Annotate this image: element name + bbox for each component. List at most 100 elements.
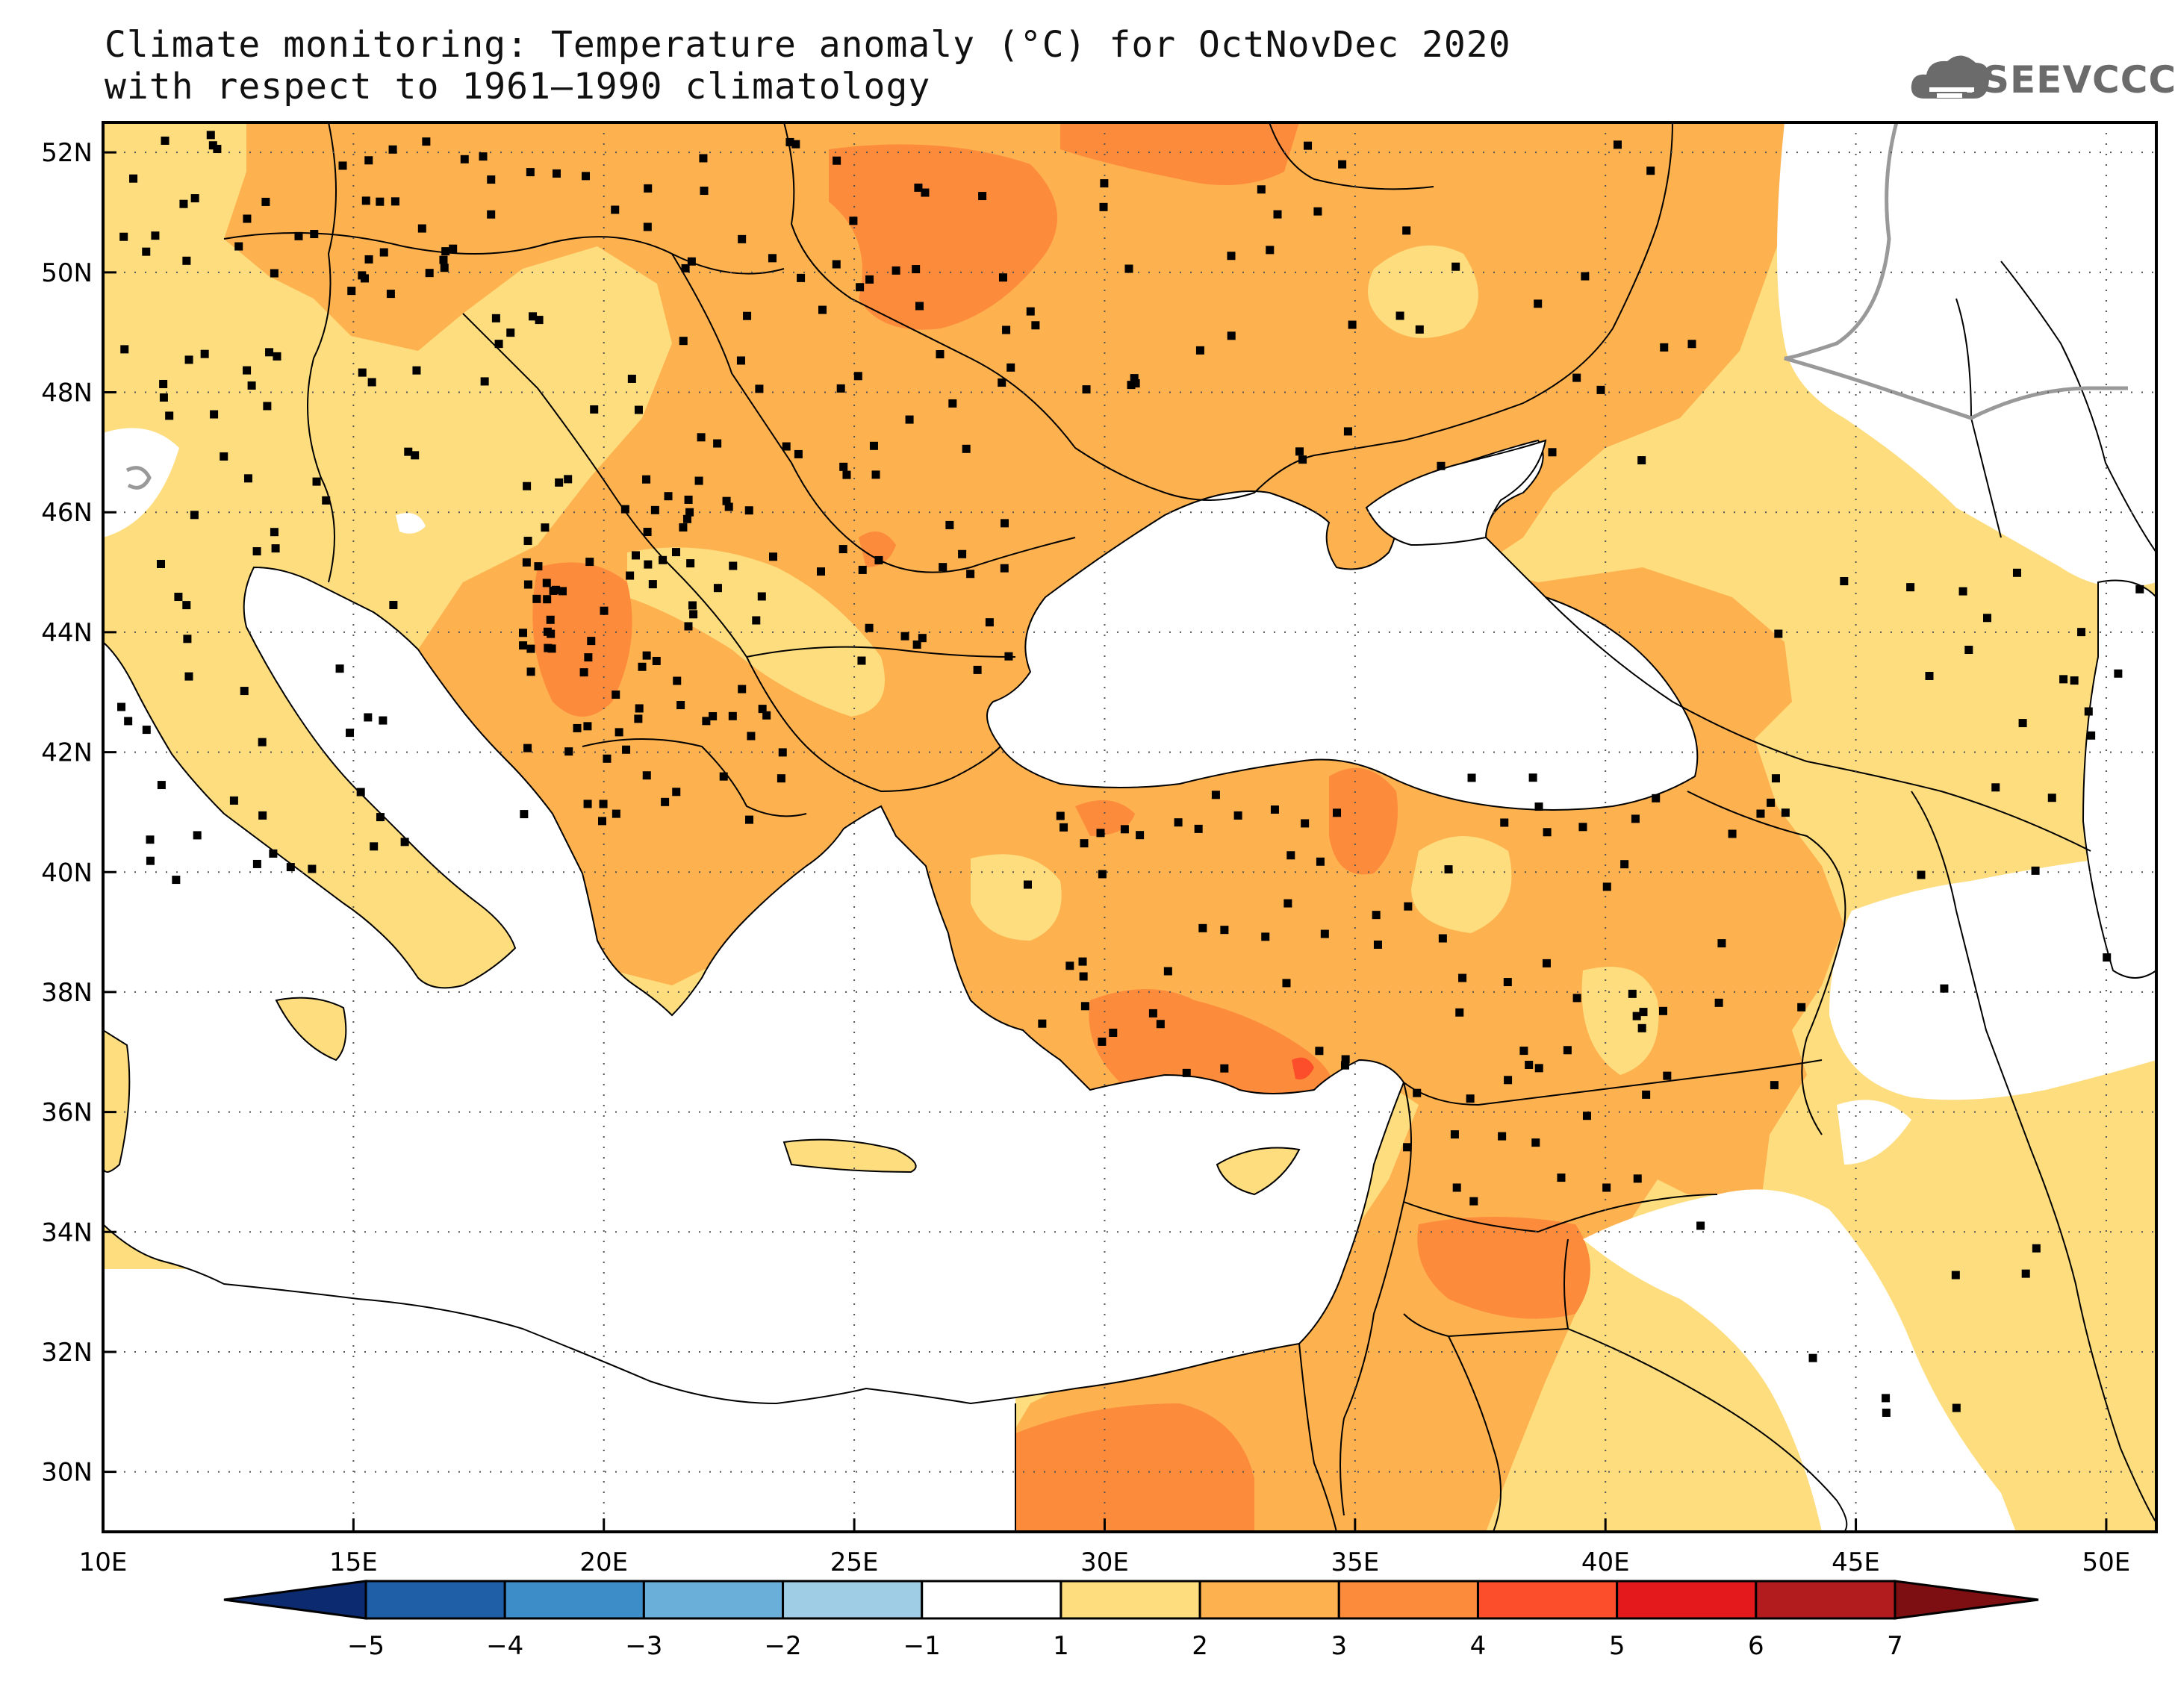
station-marker [838, 545, 847, 554]
station-marker [1906, 583, 1915, 592]
station-marker [818, 305, 827, 314]
station-marker [1572, 994, 1581, 1003]
station-marker [544, 643, 553, 652]
station-marker [1304, 141, 1313, 150]
station-marker [479, 152, 488, 161]
colorbar-segment [1337, 1580, 1479, 1620]
station-marker [581, 172, 590, 181]
anomaly-field-3-4 [532, 562, 632, 717]
x-tick-label: 20E [579, 1548, 628, 1577]
station-marker [1315, 1047, 1324, 1056]
station-marker [159, 379, 168, 388]
station-marker [1504, 1076, 1513, 1085]
station-marker [1646, 166, 1655, 175]
colorbar-segment [782, 1580, 924, 1620]
station-marker [157, 781, 166, 790]
station-marker [794, 449, 803, 458]
station-marker [1438, 934, 1447, 943]
station-marker [699, 154, 708, 163]
station-marker [1227, 252, 1236, 261]
station-marker [526, 667, 535, 676]
station-marker [702, 717, 711, 726]
station-marker [1194, 824, 1203, 833]
station-marker [1756, 809, 1765, 818]
station-marker [777, 774, 785, 783]
station-marker [694, 476, 703, 485]
station-marker [2103, 953, 2112, 962]
anomaly-field-3-4 [859, 532, 896, 567]
station-marker [1563, 1046, 1572, 1055]
station-marker [535, 316, 544, 325]
station-marker [519, 629, 528, 638]
station-marker [659, 555, 668, 564]
station-marker [1002, 325, 1011, 334]
colorbar-label: 5 [1609, 1631, 1625, 1661]
station-marker [1582, 1112, 1591, 1121]
station-marker [1525, 1060, 1534, 1069]
station-marker [936, 350, 945, 359]
station-marker [543, 627, 552, 636]
station-marker [347, 287, 356, 296]
station-marker [918, 634, 927, 643]
station-marker [849, 216, 858, 225]
station-marker [1056, 811, 1065, 820]
station-marker [1660, 343, 1669, 352]
station-marker [206, 131, 215, 140]
station-marker [117, 702, 126, 711]
station-marker [1301, 819, 1310, 828]
station-marker [1261, 932, 1270, 941]
station-marker [213, 145, 222, 154]
station-marker [487, 175, 496, 184]
station-marker [1631, 814, 1640, 823]
station-marker [782, 442, 791, 451]
station-marker [546, 615, 555, 624]
station-marker [1503, 978, 1512, 987]
station-marker [2059, 675, 2068, 684]
colorbar-segment [921, 1580, 1062, 1620]
station-marker [269, 849, 278, 858]
station-marker [519, 641, 528, 650]
station-marker [1320, 929, 1329, 938]
y-tick-label: 30N [41, 1458, 93, 1488]
station-marker [1458, 973, 1467, 982]
station-marker [768, 552, 777, 561]
station-marker [2012, 568, 2021, 577]
station-marker [585, 558, 594, 567]
station-marker [1402, 226, 1411, 235]
station-marker [1163, 967, 1172, 976]
station-marker [2084, 707, 2093, 716]
station-marker [634, 405, 643, 414]
station-marker [622, 745, 631, 754]
colorbar-label: −3 [625, 1631, 662, 1661]
station-marker [688, 601, 697, 610]
chart-title-line-2: with respect to 1961–1990 climatology [105, 66, 931, 107]
colorbar-segment [364, 1580, 506, 1620]
station-marker [1338, 160, 1347, 169]
station-marker [1455, 1008, 1464, 1017]
station-marker [261, 197, 270, 206]
station-marker [631, 551, 640, 560]
station-marker [612, 809, 620, 818]
station-marker [129, 174, 138, 183]
station-marker [1316, 857, 1325, 866]
station-marker [642, 651, 651, 660]
station-marker [736, 356, 745, 365]
colorbar-segment [1198, 1580, 1340, 1620]
colorbar-label: −5 [347, 1631, 385, 1661]
station-marker [193, 831, 202, 840]
station-marker [874, 555, 883, 564]
station-marker [1519, 1047, 1528, 1056]
station-marker [312, 477, 321, 486]
station-marker [719, 772, 728, 781]
station-marker [912, 640, 921, 649]
station-marker [1528, 773, 1537, 782]
station-marker [157, 559, 166, 568]
station-marker [1286, 851, 1295, 860]
station-marker [1940, 984, 1949, 993]
station-marker [1658, 1006, 1667, 1015]
station-marker [661, 797, 670, 806]
station-marker [1770, 1081, 1779, 1090]
station-marker [958, 549, 967, 558]
anomaly-field-none [1829, 851, 2156, 1100]
station-marker [1774, 629, 1783, 638]
